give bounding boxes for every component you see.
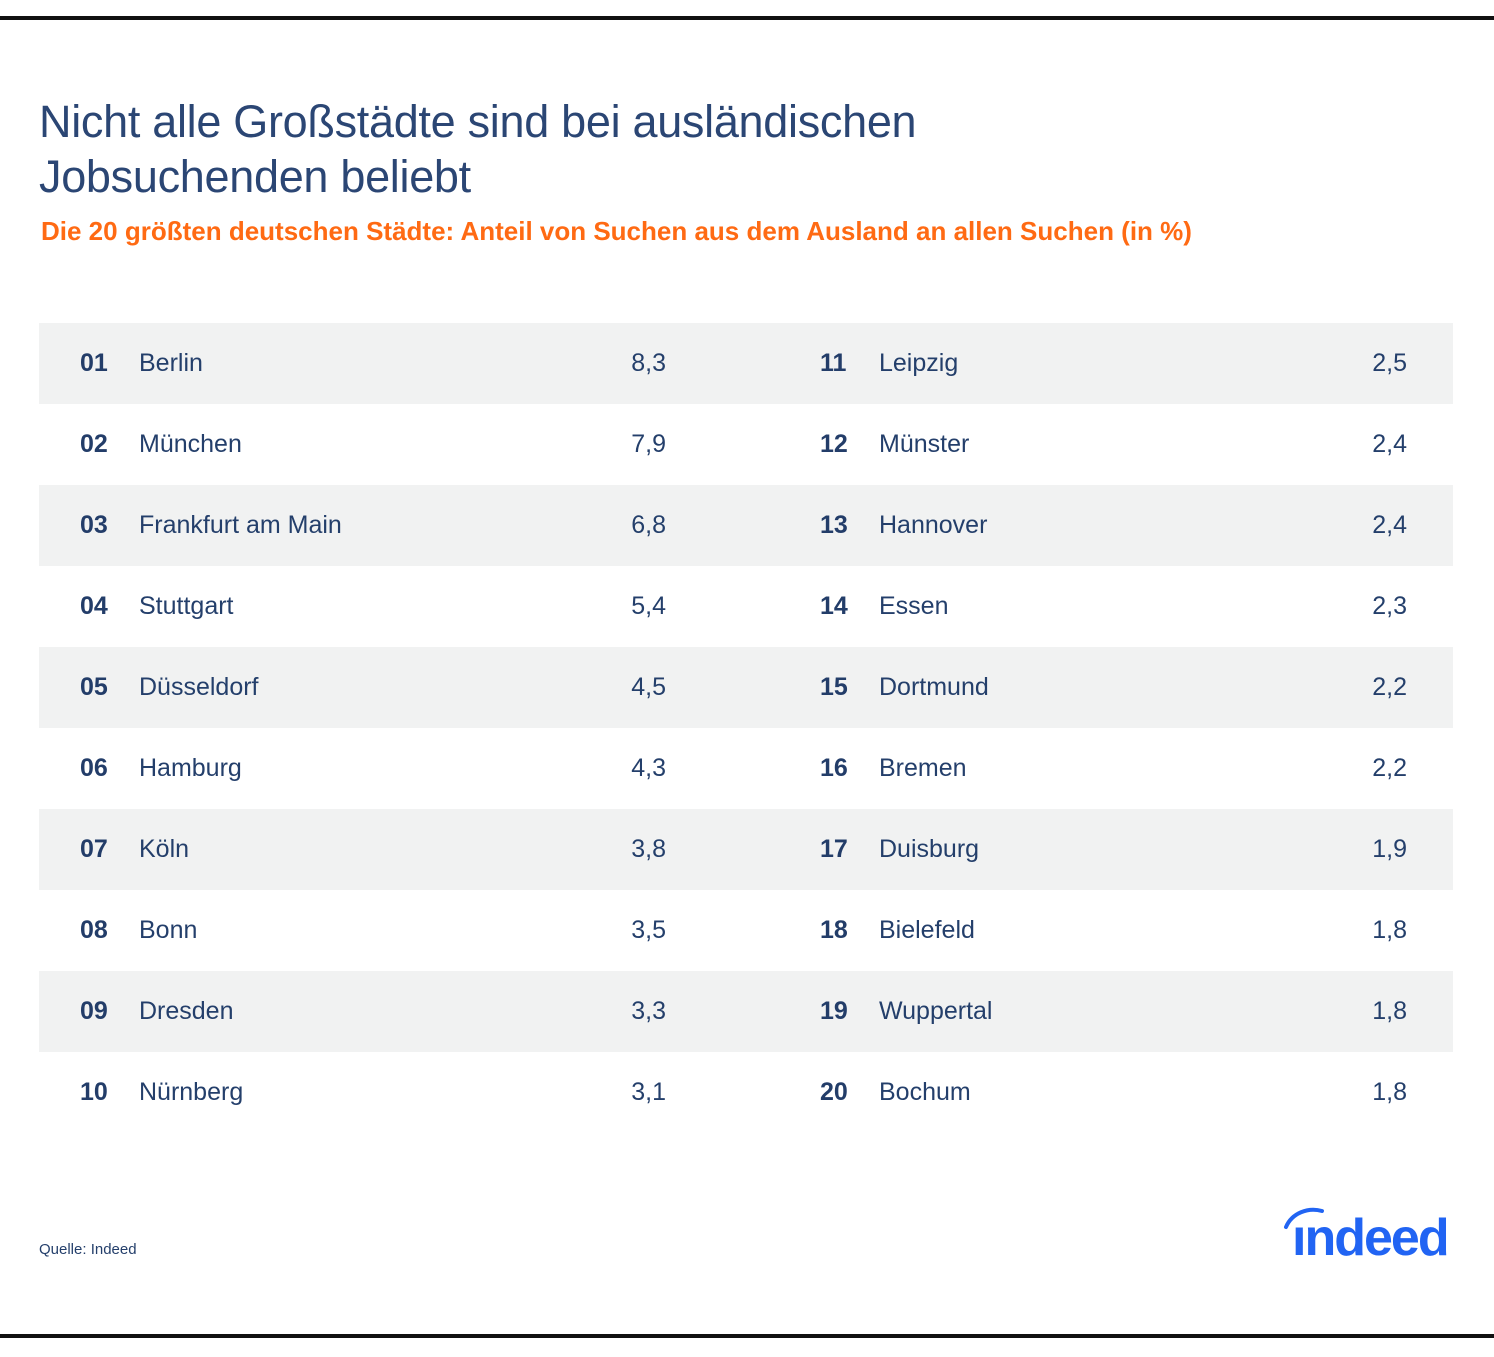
rank-cell: 06 — [80, 754, 108, 782]
table-row: 10 Nürnberg 3,1 20 Bochum 1,8 — [39, 1052, 1453, 1133]
city-cell: Bremen — [879, 754, 967, 782]
value-cell: 4,5 — [631, 673, 666, 701]
rank-cell: 08 — [80, 916, 108, 944]
table-row: 03 Frankfurt am Main 6,8 13 Hannover 2,4 — [39, 485, 1453, 566]
title-line-2: Jobsuchenden beliebt — [39, 151, 471, 202]
city-cell: Nürnberg — [139, 1078, 244, 1106]
ranking-table: 01 Berlin 8,3 11 Leipzig 2,5 02 München 7,9 12 Mün… — [39, 323, 1453, 1133]
city-cell: Stuttgart — [139, 592, 234, 620]
value-cell: 3,8 — [631, 835, 666, 863]
city-cell: Bochum — [879, 1078, 971, 1106]
city-cell: Leipzig — [879, 349, 959, 377]
rank-cell: 07 — [80, 835, 108, 863]
city-cell: Wuppertal — [879, 997, 993, 1025]
rank-cell: 01 — [80, 349, 108, 377]
table-row: 04 Stuttgart 5,4 14 Essen 2,3 — [39, 566, 1453, 647]
value-cell: 1,8 — [1372, 997, 1407, 1025]
value-cell: 1,8 — [1372, 1078, 1407, 1106]
table-row: 09 Dresden 3,3 19 Wuppertal 1,8 — [39, 971, 1453, 1052]
value-cell: 3,5 — [631, 916, 666, 944]
top-rule — [0, 16, 1494, 20]
city-cell: Bielefeld — [879, 916, 975, 944]
rank-cell: 10 — [80, 1078, 108, 1106]
rank-cell: 04 — [80, 592, 108, 620]
table-row: 07 Köln 3,8 17 Duisburg 1,9 — [39, 809, 1453, 890]
value-cell: 5,4 — [631, 592, 666, 620]
value-cell: 1,9 — [1372, 835, 1407, 863]
rank-cell: 16 — [820, 754, 848, 782]
rank-cell: 12 — [820, 430, 848, 458]
value-cell: 6,8 — [631, 511, 666, 539]
city-cell: Bonn — [139, 916, 198, 944]
rank-cell: 17 — [820, 835, 848, 863]
rank-cell: 02 — [80, 430, 108, 458]
city-cell: München — [139, 430, 242, 458]
value-cell: 2,5 — [1372, 349, 1407, 377]
city-cell: Essen — [879, 592, 949, 620]
city-cell: Frankfurt am Main — [139, 511, 342, 539]
rank-cell: 11 — [820, 349, 847, 377]
title-line-1: Nicht alle Großstädte sind bei ausländis… — [39, 96, 917, 147]
chart-title: Nicht alle Großstädte sind bei ausländis… — [39, 94, 917, 204]
table-row: 08 Bonn 3,5 18 Bielefeld 1,8 — [39, 890, 1453, 971]
value-cell: 2,4 — [1372, 430, 1407, 458]
table-row: 02 München 7,9 12 Münster 2,4 — [39, 404, 1453, 485]
rank-cell: 05 — [80, 673, 108, 701]
rank-cell: 15 — [820, 673, 848, 701]
table-row: 06 Hamburg 4,3 16 Bremen 2,2 — [39, 728, 1453, 809]
value-cell: 1,8 — [1372, 916, 1407, 944]
value-cell: 2,3 — [1372, 592, 1407, 620]
rank-cell: 14 — [820, 592, 848, 620]
value-cell: 2,2 — [1372, 673, 1407, 701]
rank-cell: 20 — [820, 1078, 848, 1106]
rank-cell: 09 — [80, 997, 108, 1025]
value-cell: 4,3 — [631, 754, 666, 782]
city-cell: Dortmund — [879, 673, 989, 701]
value-cell: 3,3 — [631, 997, 666, 1025]
value-cell: 8,3 — [631, 349, 666, 377]
city-cell: Dresden — [139, 997, 234, 1025]
source-note: Quelle: Indeed — [39, 1241, 137, 1258]
bottom-rule — [0, 1334, 1494, 1338]
chart-subtitle: Die 20 größten deutschen Städte: Anteil … — [41, 216, 1192, 246]
city-cell: Hamburg — [139, 754, 242, 782]
value-cell: 2,2 — [1372, 754, 1407, 782]
value-cell: 2,4 — [1372, 511, 1407, 539]
table-row: 05 Düsseldorf 4,5 15 Dortmund 2,2 — [39, 647, 1453, 728]
city-cell: Hannover — [879, 511, 988, 539]
value-cell: 7,9 — [631, 430, 666, 458]
city-cell: Duisburg — [879, 835, 980, 863]
rank-cell: 18 — [820, 916, 848, 944]
rank-cell: 03 — [80, 511, 108, 539]
rank-cell: 13 — [820, 511, 848, 539]
city-cell: Münster — [879, 430, 970, 458]
city-cell: Düsseldorf — [139, 673, 259, 701]
rank-cell: 19 — [820, 997, 848, 1025]
city-cell: Köln — [139, 835, 190, 863]
city-cell: Berlin — [139, 349, 203, 377]
svg-text:ındeed: ındeed — [1292, 1209, 1448, 1260]
value-cell: 3,1 — [631, 1078, 666, 1106]
indeed-logo: ındeed — [1284, 1207, 1450, 1260]
table-row: 01 Berlin 8,3 11 Leipzig 2,5 — [39, 323, 1453, 404]
